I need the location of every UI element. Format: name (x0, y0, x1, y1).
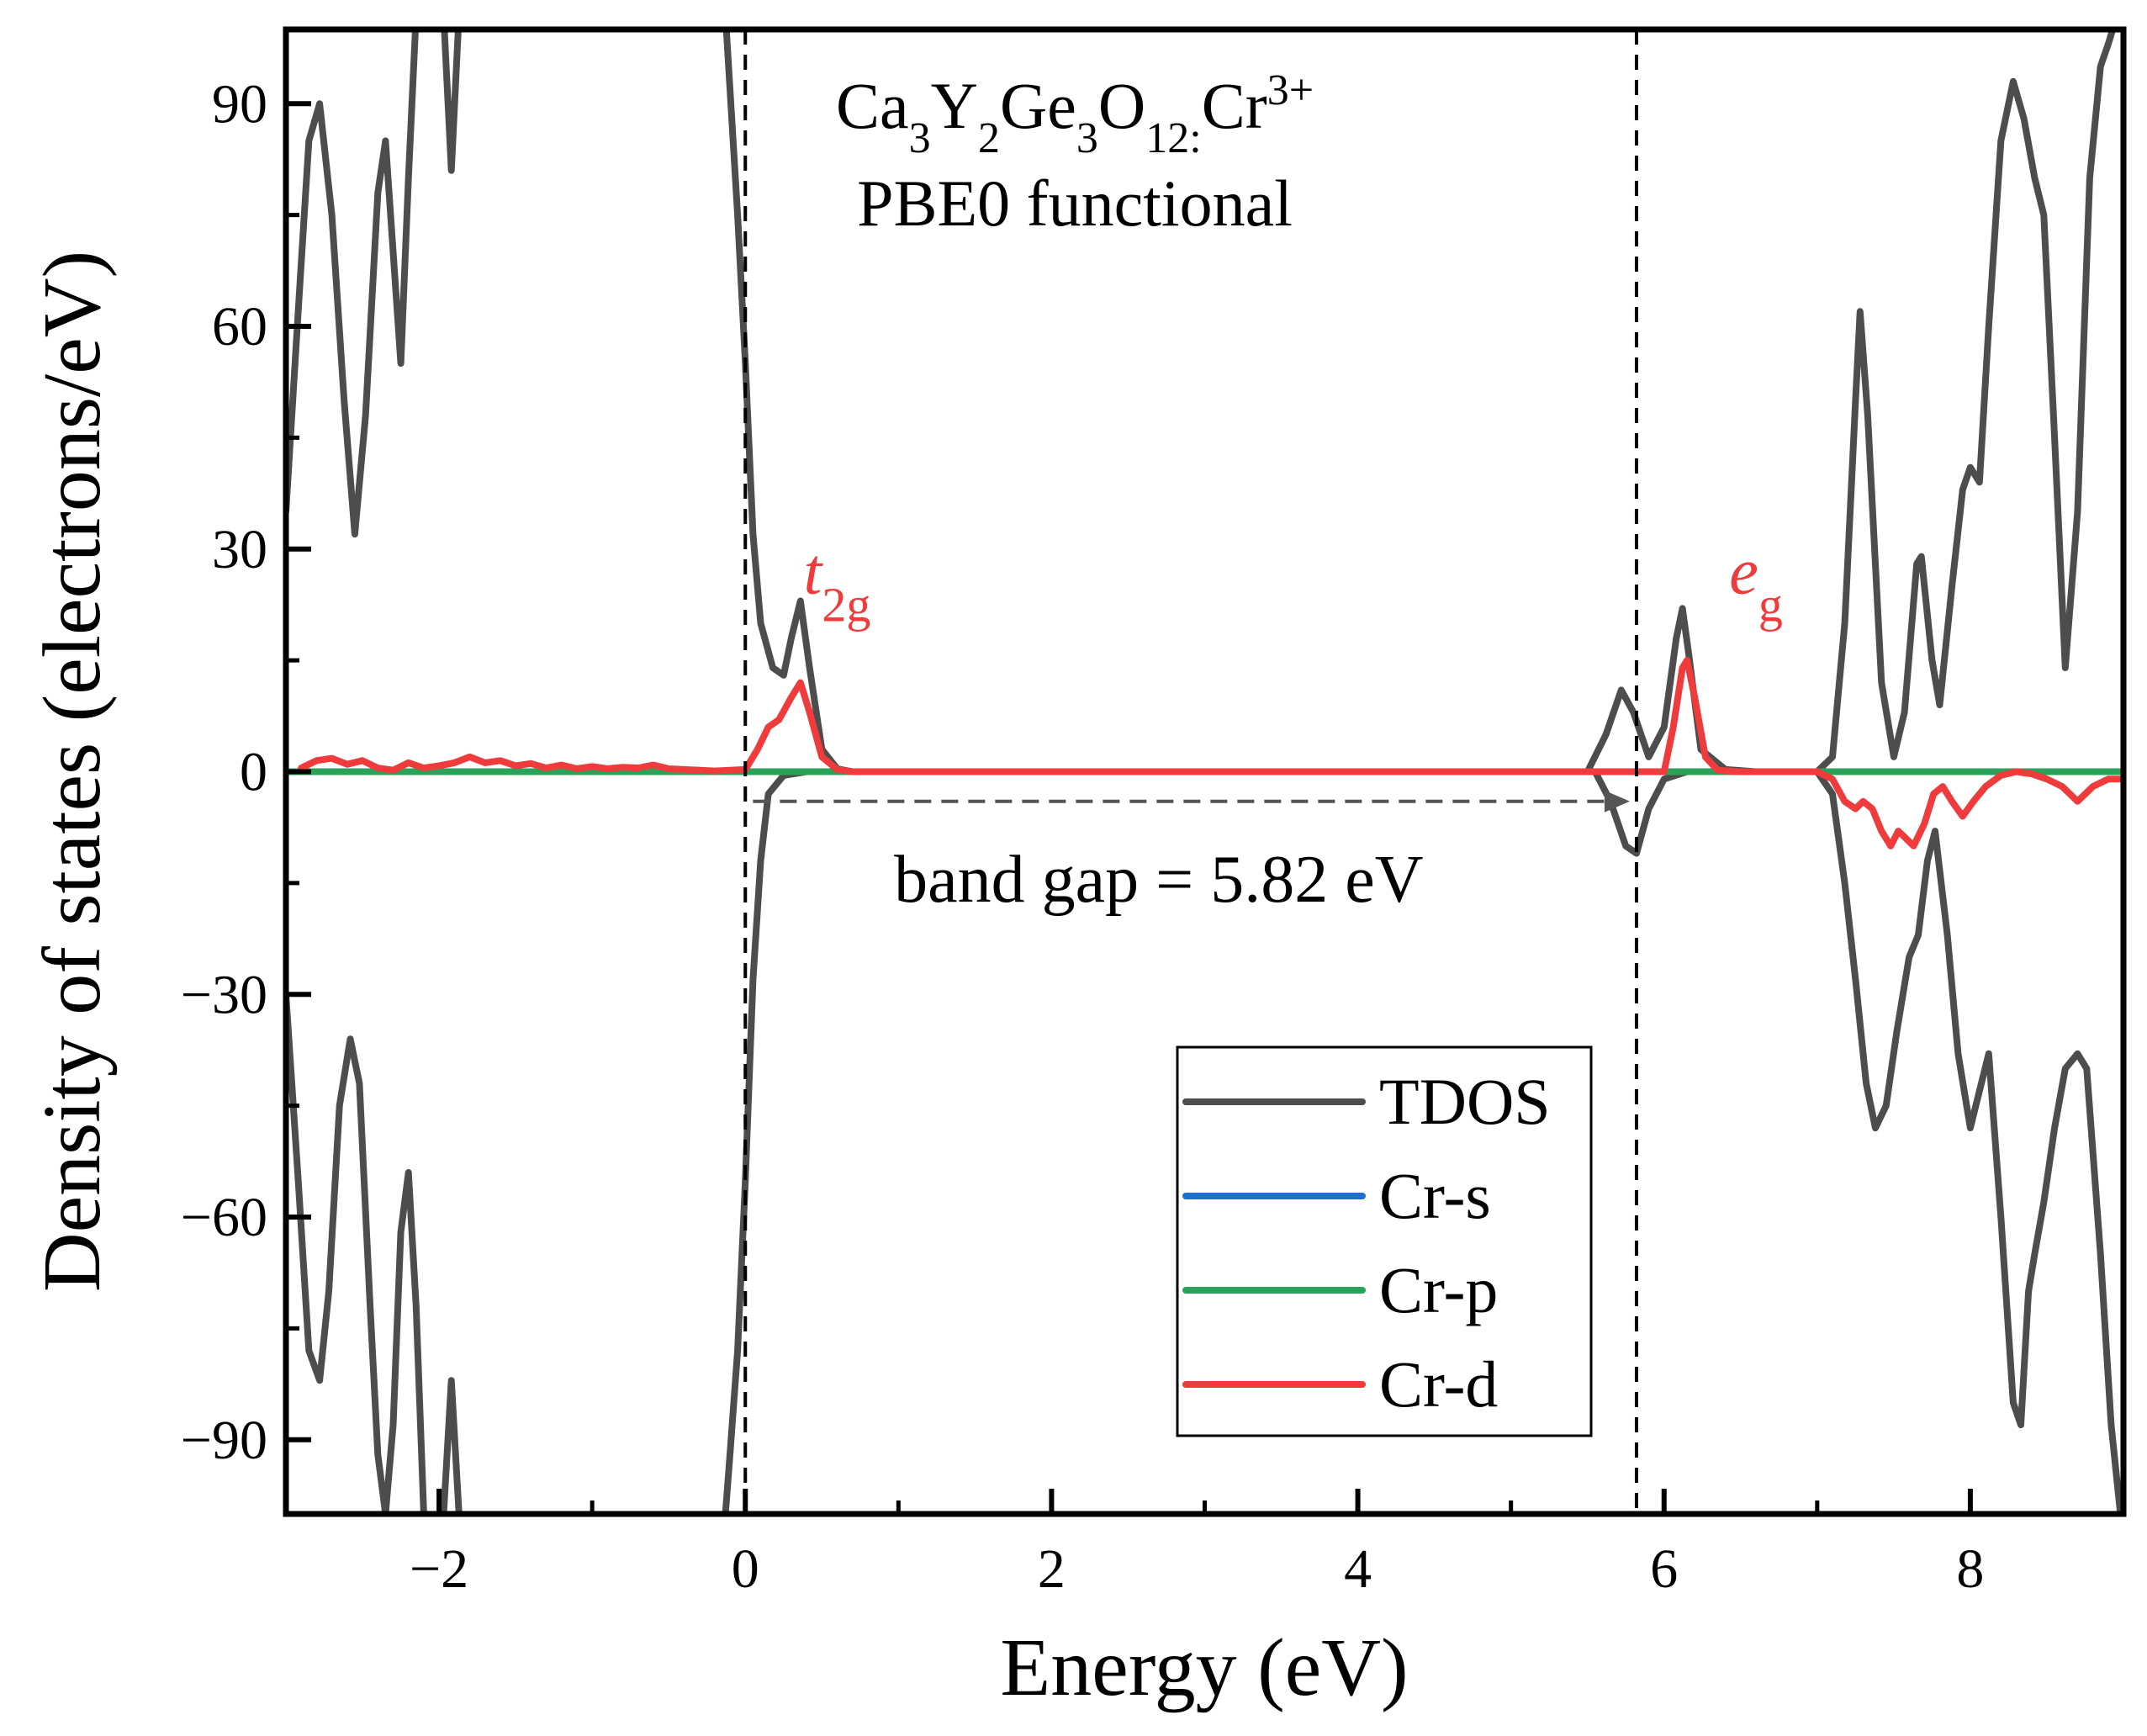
series-line-tdos (441, 29, 462, 174)
series-line-tdos-minority (440, 1377, 463, 1514)
vline-layer (743, 29, 1638, 1514)
band-gap-arrow-layer (753, 790, 1630, 812)
y-tick-label: −90 (181, 1410, 267, 1471)
legend-label: Cr-s (1379, 1159, 1491, 1232)
legend-label: Cr-p (1379, 1253, 1498, 1326)
eg-label: eg (1729, 535, 1783, 632)
x-tick-label: 8 (1956, 1538, 1984, 1600)
legend-label: TDOS (1379, 1065, 1551, 1138)
series-layer (286, 29, 2123, 1514)
tick-layer: −2 0 2 4 6 8 −90 −60 −30 0 30 60 90 (181, 73, 2126, 1600)
y-tick-label: 0 (240, 742, 267, 803)
series-line-tdos (286, 29, 419, 538)
legend-box (1176, 1045, 1593, 1437)
x-tick-label: 0 (732, 1538, 759, 1600)
y-tick-label: −60 (181, 1187, 267, 1248)
y-tick-label: 30 (212, 519, 267, 580)
series-line-tdos (722, 29, 2117, 775)
annotation-layer: band gap = 5.82 eV Ca3Y2Ge3O12:Cr3+PBE0 f… (804, 66, 1783, 917)
band-gap-arrow-head (1604, 790, 1630, 812)
y-tick-label: 90 (212, 73, 267, 135)
y-axis-label: Density of states (electrons/eV) (27, 251, 118, 1292)
compound-title: Ca3Y2Ge3O12:Cr3+ (836, 66, 1314, 162)
x-axis-label: Energy (eV) (1000, 1622, 1408, 1713)
x-tick-label: 6 (1650, 1538, 1678, 1600)
x-tick-label: 4 (1344, 1538, 1372, 1600)
y-tick-label: −30 (181, 964, 267, 1025)
band-gap-label: band gap = 5.82 eV (894, 843, 1423, 917)
legend: TDOS Cr-s Cr-p Cr-d (1176, 1045, 1593, 1437)
series-line-tdos-minority (286, 991, 427, 1514)
series-line-cr-d (298, 657, 2123, 849)
x-tick-label: 2 (1038, 1538, 1066, 1600)
legend-label: Cr-d (1379, 1347, 1498, 1421)
y-tick-label: 60 (212, 296, 267, 357)
x-tick-label: −2 (410, 1538, 468, 1600)
t2g-label: t2g (804, 535, 871, 632)
functional-subtitle: PBE0 functional (857, 167, 1293, 240)
